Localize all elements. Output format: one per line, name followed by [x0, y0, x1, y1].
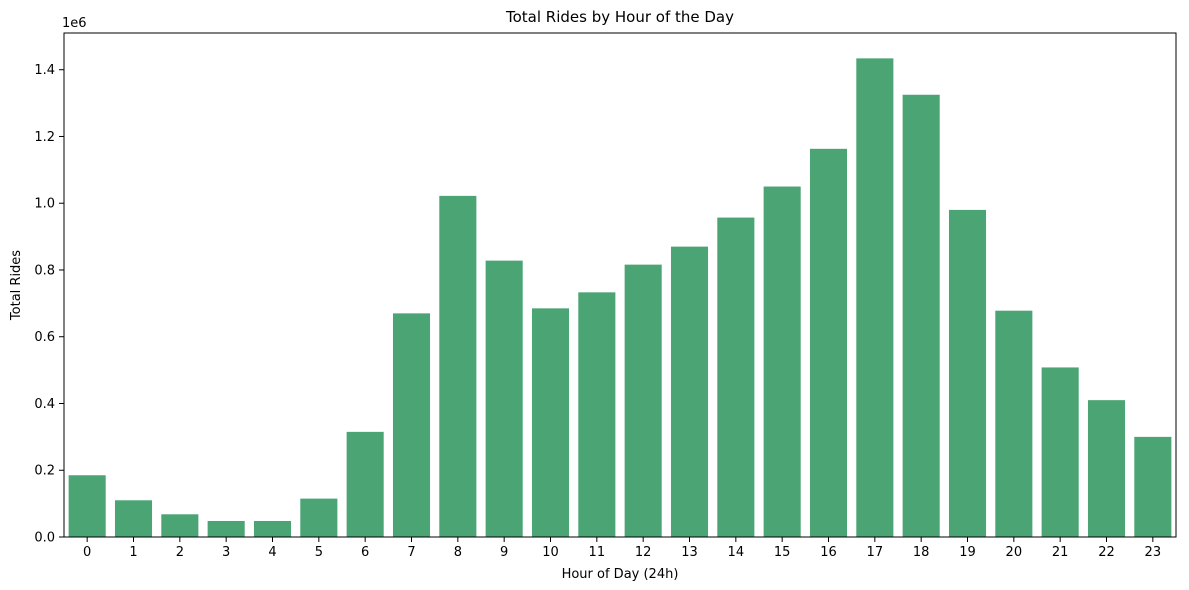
x-tick-label: 2	[176, 545, 184, 560]
bar-hour-21	[1041, 367, 1079, 537]
bar-hour-5	[300, 498, 338, 537]
x-tick-label: 17	[867, 545, 884, 560]
x-ticks-group: 0 1 2 3 4 5 6 7 8 9 10 11 12 13 14 15 16 17 18 19 20 21 22 23	[83, 537, 1161, 560]
x-tick-label: 18	[913, 545, 930, 560]
bar-hour-8	[439, 195, 477, 537]
x-tick-label: 19	[959, 545, 976, 560]
bar-hour-1	[114, 500, 153, 537]
plot-frame	[63, 32, 1177, 538]
bars-group	[68, 58, 1172, 538]
x-tick-label: 21	[1052, 545, 1069, 560]
x-tick-label: 11	[589, 545, 606, 560]
chart-title: Total Rides by Hour of the Day	[505, 8, 734, 26]
x-tick-label: 1	[129, 545, 137, 560]
x-tick-label: 4	[268, 545, 276, 560]
bar-hour-6	[346, 431, 384, 537]
x-tick-label: 15	[774, 545, 791, 560]
bar-hour-23	[1134, 436, 1172, 537]
y-tick-label: 1.2	[34, 130, 55, 145]
y-tick-label: 0.0	[34, 531, 55, 546]
bar-hour-20	[995, 310, 1033, 537]
x-axis-title: Hour of Day (24h)	[562, 567, 679, 582]
y-tick-label: 0.2	[34, 464, 55, 479]
x-tick-label: 20	[1006, 545, 1023, 560]
x-tick-label: 16	[820, 545, 837, 560]
x-tick-label: 9	[500, 545, 508, 560]
x-tick-label: 13	[681, 545, 698, 560]
bar-hour-17	[856, 58, 894, 538]
y-tick-label: 0.6	[34, 330, 55, 345]
bar-hour-11	[578, 292, 616, 537]
y-tick-label: 0.4	[34, 397, 55, 412]
bar-hour-10	[531, 308, 570, 537]
y-ticks-group: 0.0 0.2 0.4 0.6 0.8 1.0 1.2 1.4	[34, 63, 64, 546]
y-axis-title: Total Rides	[9, 250, 24, 321]
y-offset-label: 1e6	[62, 16, 87, 31]
y-tick-label: 1.0	[34, 197, 55, 212]
x-tick-label: 6	[361, 545, 369, 560]
x-tick-label: 5	[315, 545, 323, 560]
bar-hour-16	[809, 148, 848, 537]
bar-hour-4	[253, 520, 292, 537]
bar-hour-12	[624, 264, 662, 537]
bar-hour-3	[207, 520, 245, 537]
x-tick-label: 22	[1098, 545, 1115, 560]
bar-hour-0	[68, 475, 106, 537]
x-tick-label: 14	[728, 545, 745, 560]
x-tick-label: 7	[407, 545, 415, 560]
bar-hour-9	[485, 260, 523, 537]
x-tick-label: 0	[83, 545, 91, 560]
bar-hour-22	[1087, 400, 1126, 537]
x-tick-label: 8	[454, 545, 462, 560]
x-tick-label: 12	[635, 545, 652, 560]
bar-hour-7	[392, 313, 431, 537]
bar-hour-18	[902, 94, 940, 537]
bar-hour-2	[161, 514, 199, 537]
x-tick-label: 23	[1145, 545, 1162, 560]
x-tick-label: 10	[542, 545, 559, 560]
bar-hour-13	[670, 246, 709, 537]
bar-hour-19	[948, 209, 987, 537]
y-tick-label: 1.4	[34, 63, 55, 78]
x-tick-label: 3	[222, 545, 230, 560]
bar-hour-14	[717, 217, 755, 537]
bar-hour-15	[763, 186, 801, 538]
y-tick-label: 0.8	[34, 263, 55, 278]
